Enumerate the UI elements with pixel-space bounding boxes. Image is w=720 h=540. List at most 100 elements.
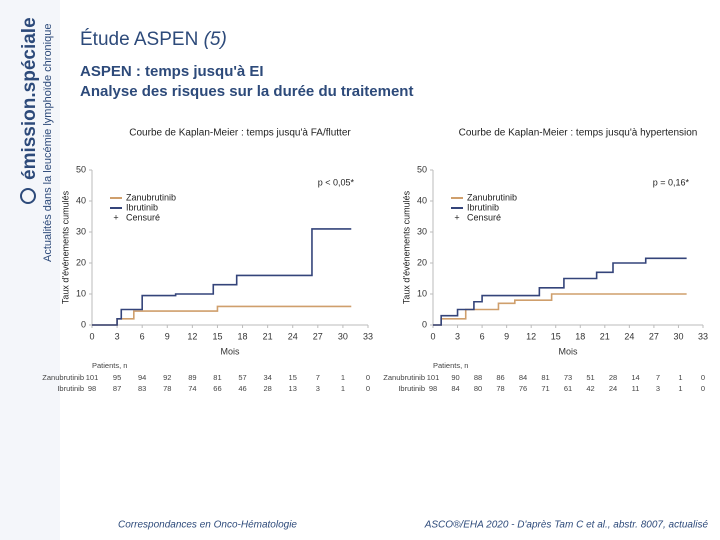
y-tick-label: 30: [76, 226, 86, 236]
y-tick-label: 30: [417, 226, 427, 236]
risk-count: 0: [701, 373, 705, 382]
legend-label: Zanubrutinib: [126, 192, 176, 202]
risk-count: 74: [188, 384, 196, 393]
legend-label: Zanubrutinib: [467, 192, 517, 202]
risk-count: 7: [656, 373, 660, 382]
x-tick-label: 21: [600, 331, 610, 341]
x-tick-label: 15: [212, 331, 222, 341]
y-tick-label: 10: [76, 288, 86, 298]
x-tick-label: 3: [455, 331, 460, 341]
y-tick-label: 40: [76, 195, 86, 205]
x-tick-label: 24: [288, 331, 298, 341]
risk-count: 73: [564, 373, 572, 382]
x-tick-label: 18: [575, 331, 585, 341]
risk-table-title: Patients, n: [433, 361, 468, 370]
risk-count: 81: [541, 373, 549, 382]
y-tick-label: 50: [76, 164, 86, 174]
x-axis-label: Mois: [558, 346, 578, 356]
risk-count: 14: [631, 373, 639, 382]
risk-count: 94: [138, 373, 146, 382]
risk-count: 24: [609, 384, 617, 393]
risk-count: 1: [678, 373, 682, 382]
risk-count: 66: [213, 384, 221, 393]
x-tick-label: 24: [624, 331, 634, 341]
annotation: p = 0,16*: [653, 177, 690, 187]
x-tick-label: 27: [649, 331, 659, 341]
risk-count: 1: [678, 384, 682, 393]
x-tick-label: 27: [313, 331, 323, 341]
risk-count: 61: [564, 384, 572, 393]
x-tick-label: 30: [673, 331, 683, 341]
km-curve: [433, 257, 687, 326]
y-tick-label: 20: [76, 257, 86, 267]
risk-table-title: Patients, n: [92, 361, 127, 370]
risk-count: 13: [289, 384, 297, 393]
risk-count: 71: [541, 384, 549, 393]
x-tick-label: 21: [263, 331, 273, 341]
y-axis-label: Taux d'événements cumulés: [60, 190, 70, 304]
risk-count: 1: [341, 384, 345, 393]
risk-count: 11: [632, 384, 640, 393]
risk-count: 98: [429, 384, 437, 393]
legend-censored-marker: +: [113, 212, 118, 222]
risk-count: 80: [474, 384, 482, 393]
footer-right: ASCO®/EHA 2020 - D'après Tam C et al., a…: [424, 520, 709, 531]
risk-count: 90: [451, 373, 459, 382]
risk-count: 3: [316, 384, 320, 393]
chart-title: Courbe de Kaplan-Meier : temps jusqu'à F…: [129, 128, 351, 139]
risk-count: 78: [163, 384, 171, 393]
risk-count: 46: [238, 384, 246, 393]
x-tick-label: 6: [140, 331, 145, 341]
side-band: [0, 0, 60, 540]
risk-count: 78: [496, 384, 504, 393]
risk-count: 98: [88, 384, 96, 393]
x-tick-label: 30: [338, 331, 348, 341]
x-tick-label: 6: [480, 331, 485, 341]
risk-count: 28: [609, 373, 617, 382]
risk-row-name: Ibrutinib: [398, 384, 425, 393]
risk-count: 76: [519, 384, 527, 393]
risk-count: 89: [188, 373, 196, 382]
y-tick-label: 20: [417, 257, 427, 267]
risk-count: 86: [496, 373, 504, 382]
risk-count: 88: [474, 373, 482, 382]
risk-count: 0: [366, 384, 370, 393]
risk-count: 95: [113, 373, 121, 382]
risk-count: 83: [138, 384, 146, 393]
km-curve: [92, 228, 352, 326]
x-tick-label: 0: [89, 331, 94, 341]
risk-count: 3: [656, 384, 660, 393]
risk-count: 92: [163, 373, 171, 382]
risk-count: 28: [263, 384, 271, 393]
legend-label: Censuré: [467, 212, 501, 222]
x-tick-label: 15: [551, 331, 561, 341]
logo-icon: [20, 188, 36, 204]
risk-count: 51: [586, 373, 594, 382]
risk-count: 57: [238, 373, 246, 382]
y-tick-label: 0: [422, 319, 427, 329]
annotation: p < 0,05*: [318, 177, 355, 187]
legend-label: Ibrutinib: [126, 202, 158, 212]
risk-count: 34: [263, 373, 271, 382]
x-tick-label: 3: [115, 331, 120, 341]
risk-count: 101: [427, 373, 440, 382]
y-tick-label: 50: [417, 164, 427, 174]
legend-label: Censuré: [126, 212, 160, 222]
x-tick-label: 9: [165, 331, 170, 341]
x-tick-label: 33: [363, 331, 373, 341]
risk-count: 1: [341, 373, 345, 382]
risk-count: 84: [451, 384, 459, 393]
legend-censored-marker: +: [454, 212, 459, 222]
y-tick-label: 0: [81, 319, 86, 329]
y-tick-label: 10: [417, 288, 427, 298]
brand-subtitle: Actualités dans la leucémie lymphoïde ch…: [42, 24, 54, 262]
risk-count: 7: [316, 373, 320, 382]
title-text: Étude ASPEN: [80, 29, 198, 50]
title-ref: (5): [204, 29, 227, 50]
x-tick-label: 18: [238, 331, 248, 341]
footer-left: Correspondances en Onco-Hématologie: [118, 520, 297, 531]
risk-count: 42: [586, 384, 594, 393]
x-axis-label: Mois: [220, 346, 240, 356]
